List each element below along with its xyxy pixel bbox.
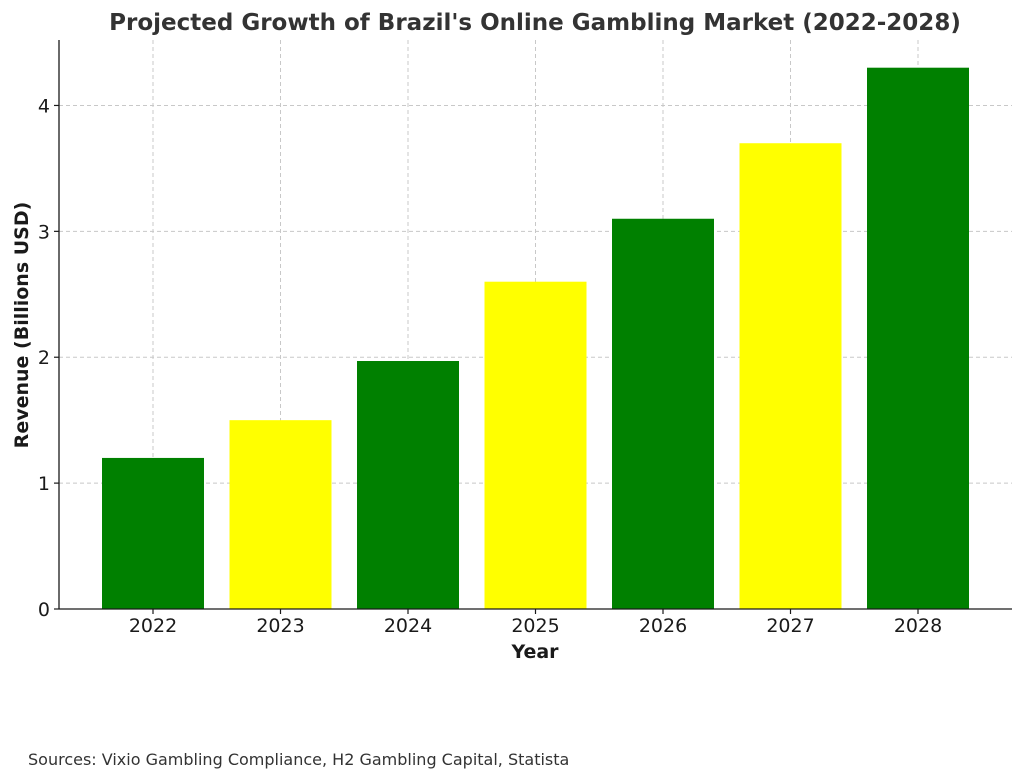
- y-tick-label-2: 2: [38, 347, 50, 369]
- bar-2022: [102, 457, 204, 609]
- bars: [102, 67, 969, 610]
- y-tick-label-4: 4: [38, 95, 50, 117]
- x-tick-label-2028: 2028: [894, 615, 942, 637]
- x-axis-label: Year: [510, 641, 559, 663]
- y-axis-ticks: 0 1 2 3 4: [38, 95, 59, 621]
- bar-2027: [739, 143, 842, 610]
- bar-2023: [229, 420, 332, 609]
- x-tick-label-2022: 2022: [129, 615, 177, 637]
- chart-title: Projected Growth of Brazil's Online Gamb…: [109, 10, 961, 36]
- x-tick-label-2024: 2024: [384, 615, 432, 637]
- y-axis-label: Revenue (Billions USD): [11, 202, 33, 449]
- x-tick-label-2025: 2025: [511, 615, 559, 637]
- bar-2025: [484, 281, 587, 609]
- bar-2026: [612, 218, 714, 609]
- x-axis-ticks: 2022 2023 2024 2025 2026 2027 2028: [129, 609, 942, 637]
- y-tick-label-0: 0: [38, 599, 50, 621]
- x-tick-label-2027: 2027: [766, 615, 814, 637]
- bar-2028: [867, 67, 969, 609]
- x-tick-label-2023: 2023: [256, 615, 304, 637]
- x-tick-label-2026: 2026: [639, 615, 687, 637]
- sources-note: Sources: Vixio Gambling Compliance, H2 G…: [28, 750, 569, 769]
- y-tick-label-3: 3: [38, 221, 50, 243]
- y-tick-label-1: 1: [38, 473, 50, 495]
- bar-2024: [357, 361, 459, 609]
